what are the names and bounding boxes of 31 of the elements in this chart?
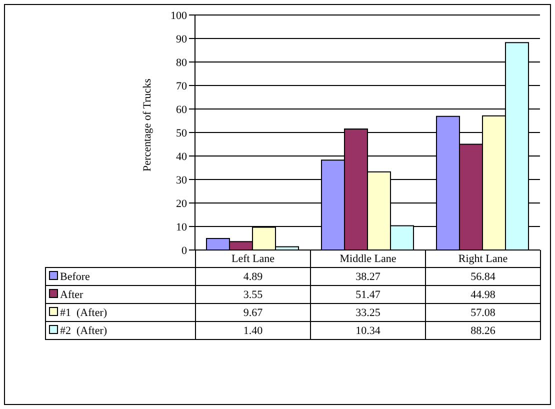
data-label: 10.34	[310, 322, 426, 340]
x-tick-label: Left Lane	[196, 250, 310, 268]
y-tick-label: 30	[176, 174, 188, 186]
data-label: 44.98	[426, 286, 540, 304]
legend-label: After	[46, 286, 196, 304]
data-label: 9.67	[196, 304, 310, 322]
y-tick-label: 100	[170, 10, 188, 22]
legend-label: #2 (After)	[46, 322, 196, 340]
y-tick-label: 10	[176, 221, 188, 234]
data-label: 56.84	[426, 268, 540, 286]
x-tick-label: Middle Lane	[310, 250, 426, 268]
y-tick-label: 90	[176, 33, 188, 46]
data-label: 1.40	[196, 322, 310, 340]
data-label: 38.27	[310, 268, 426, 286]
data-label: 33.25	[310, 304, 426, 322]
y-tick-label: 50	[176, 127, 188, 140]
y-tick-label: 80	[176, 56, 188, 69]
legend-label: #1 (After)	[46, 304, 196, 322]
data-label: 88.26	[426, 322, 540, 340]
y-tick-label: 0	[182, 244, 188, 257]
data-label: 51.47	[310, 286, 426, 304]
x-tick-label: Right Lane	[426, 250, 540, 268]
data-label: 3.55	[196, 286, 310, 304]
data-label: 57.08	[426, 304, 540, 322]
y-tick-label: 40	[176, 150, 188, 163]
y-axis-title: Percentage of Trucks	[141, 78, 153, 172]
legend-label: Before	[46, 268, 196, 286]
y-tick-label: 20	[176, 198, 188, 210]
y-tick-label: 60	[176, 104, 188, 116]
y-tick-label: 70	[176, 80, 188, 92]
data-label: 4.89	[196, 268, 310, 286]
